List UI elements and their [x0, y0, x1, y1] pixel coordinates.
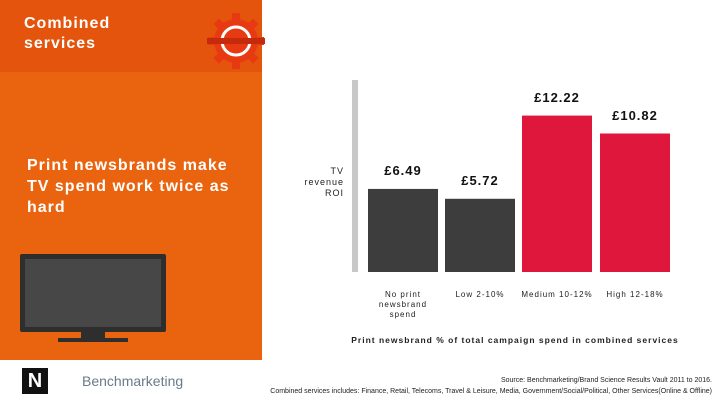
bar	[368, 188, 438, 272]
benchmarketing-logo: Benchmarketing	[82, 373, 184, 389]
bar	[600, 133, 670, 272]
y-axis	[352, 80, 358, 272]
slide-title: Combined services	[24, 15, 111, 52]
tv-illustration	[20, 254, 166, 342]
x-tick-label: High 12-18%	[606, 290, 664, 299]
note: Combined services includes: Finance, Ret…	[270, 388, 712, 395]
source-note: Source: Benchmarketing/Brand Science Res…	[152, 375, 712, 397]
newsworks-logo: N	[22, 368, 48, 394]
x-tick-label: Medium 10-12%	[521, 290, 593, 299]
chart	[352, 80, 670, 272]
source: Source: Benchmarketing/Brand Science Res…	[500, 377, 712, 384]
x-axis-label: Print newsbrand % of total campaign spen…	[351, 335, 679, 345]
y-axis-label: TV revenue ROI	[304, 166, 344, 198]
x-tick-label: Low 2-10%	[455, 290, 505, 299]
value-label: £6.49	[384, 162, 422, 178]
x-tick-label: No print newsbrand spend	[378, 290, 428, 319]
value-label: £10.82	[612, 107, 658, 123]
headline: Print newsbrands make TV spend work twic…	[27, 157, 230, 216]
bar	[522, 115, 592, 272]
value-label: £5.72	[461, 172, 499, 188]
bar	[445, 198, 515, 272]
value-label: £12.22	[534, 89, 580, 105]
gear-icon	[207, 13, 265, 69]
